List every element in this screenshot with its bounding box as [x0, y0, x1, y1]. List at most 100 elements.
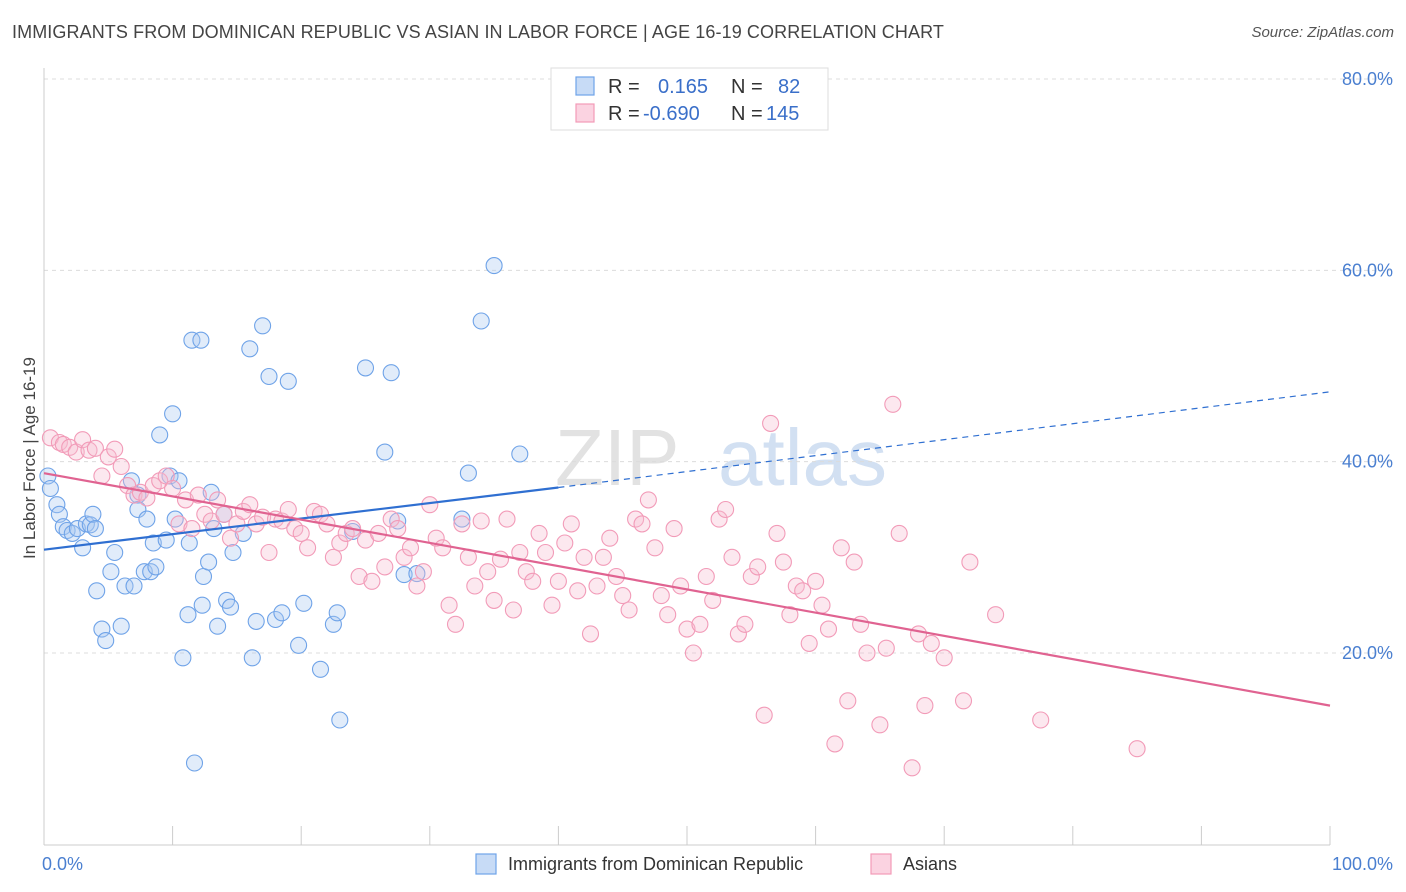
asian-point-69	[485, 591, 503, 609]
asian-point-101	[691, 615, 709, 633]
dominican-point-38	[183, 331, 201, 349]
asian-point-22	[183, 520, 201, 538]
dominican-point-75	[472, 312, 490, 330]
legend-n-label-1: N =	[731, 76, 763, 98]
legend-n-value-1: 82	[778, 76, 800, 98]
bottom-legend-swatch-pink	[870, 853, 892, 875]
asian-point-99	[678, 620, 696, 638]
legend-box	[550, 67, 829, 131]
legend-n-label-2: N =	[731, 103, 763, 125]
dominican-point-42	[194, 567, 213, 586]
dominican-point-26	[142, 563, 160, 581]
dominican-point-73	[453, 510, 471, 528]
asian-point-130	[884, 395, 902, 413]
asian-point-87	[601, 529, 619, 547]
asian-point-34	[260, 543, 278, 562]
asian-point-62	[440, 596, 458, 614]
asian-point-115	[781, 606, 799, 624]
asian-point-139	[987, 606, 1005, 624]
asian-point-11	[112, 457, 130, 476]
asian-point-67	[472, 512, 490, 530]
asian-point-83	[575, 548, 593, 566]
dominican-point-21	[125, 577, 143, 595]
trend-dominican-extension	[558, 391, 1331, 489]
dominican-point-76	[485, 257, 503, 275]
dominican-point-32	[164, 405, 182, 423]
asian-point-135	[922, 634, 940, 652]
asian-point-68	[479, 563, 497, 581]
asian-point-20	[170, 515, 188, 533]
gridlines	[44, 78, 1393, 654]
asian-point-79	[549, 572, 567, 590]
dominican-point-74	[459, 464, 477, 482]
dominican-point-27	[144, 534, 162, 552]
asian-point-131	[890, 524, 908, 542]
dominican-point-57	[266, 610, 285, 629]
asian-point-100	[684, 644, 702, 662]
asian-point-140	[1032, 711, 1050, 729]
series-asian-points	[41, 395, 1146, 777]
y-tick-label-80: 80.0%	[1342, 69, 1393, 89]
y-tick-label-60: 60.0%	[1342, 260, 1393, 280]
dominican-point-15	[97, 632, 115, 650]
dominican-point-53	[243, 649, 261, 667]
asian-point-78	[543, 596, 561, 614]
asian-point-94	[646, 539, 664, 557]
asian-point-102	[697, 567, 715, 586]
dominican-point-58	[273, 604, 291, 622]
asian-point-5	[74, 431, 92, 449]
dominican-point-72	[408, 565, 426, 583]
dominican-point-28	[147, 558, 165, 576]
x-tick-label-min: 0.0%	[42, 854, 83, 874]
asian-point-82	[569, 582, 587, 600]
asian-point-63	[446, 615, 465, 633]
asian-point-50	[363, 572, 381, 590]
dominican-point-13	[88, 582, 106, 600]
bottom-legend: Immigrants from Dominican Republic Asian…	[475, 853, 957, 875]
legend-r-label-1: R =	[608, 76, 640, 98]
asian-point-141	[1128, 740, 1146, 758]
dominican-point-46	[209, 617, 227, 635]
dominican-point-49	[221, 598, 240, 616]
asian-point-92	[633, 515, 651, 533]
y-tick-label-40: 40.0%	[1342, 452, 1393, 472]
asian-point-39	[292, 524, 310, 542]
asian-point-7	[86, 439, 104, 457]
dominican-point-35	[174, 649, 192, 667]
bottom-legend-swatch-blue	[475, 853, 497, 875]
dominican-point-5	[58, 521, 76, 540]
legend-swatch-pink	[575, 103, 595, 123]
dominican-point-67	[356, 359, 375, 377]
asian-point-117	[794, 582, 812, 600]
asian-point-77	[536, 543, 555, 562]
dominican-point-31	[161, 467, 179, 485]
asian-point-10	[106, 440, 124, 458]
dominican-point-65	[331, 711, 349, 729]
asian-point-105	[717, 500, 735, 519]
dominican-point-2	[48, 496, 66, 514]
dominican-point-11	[84, 505, 102, 523]
asian-point-129	[877, 639, 895, 657]
asian-point-136	[935, 649, 953, 667]
asian-point-104	[710, 510, 728, 528]
asian-point-73	[511, 543, 529, 562]
asian-point-123	[832, 539, 850, 557]
dominican-point-18	[112, 617, 130, 635]
legend-r-label-2: R =	[608, 103, 640, 125]
legend-r-value-1: 0.165	[658, 76, 708, 98]
asian-point-107	[729, 625, 747, 643]
dominican-point-68	[376, 443, 394, 461]
asian-point-81	[562, 515, 580, 533]
dominican-point-40	[192, 331, 210, 349]
bottom-legend-label-asians: Asians	[903, 854, 957, 874]
dominican-point-43	[200, 553, 218, 571]
asian-point-124	[839, 692, 857, 710]
trend-lines	[43, 391, 1331, 707]
dominican-point-25	[138, 510, 156, 528]
asian-point-23	[189, 486, 207, 504]
legend-n-value-2: 145	[766, 103, 799, 125]
dominican-point-62	[311, 660, 330, 678]
asian-point-76	[530, 524, 548, 542]
asian-point-6	[80, 441, 98, 459]
asian-point-132	[903, 759, 921, 777]
